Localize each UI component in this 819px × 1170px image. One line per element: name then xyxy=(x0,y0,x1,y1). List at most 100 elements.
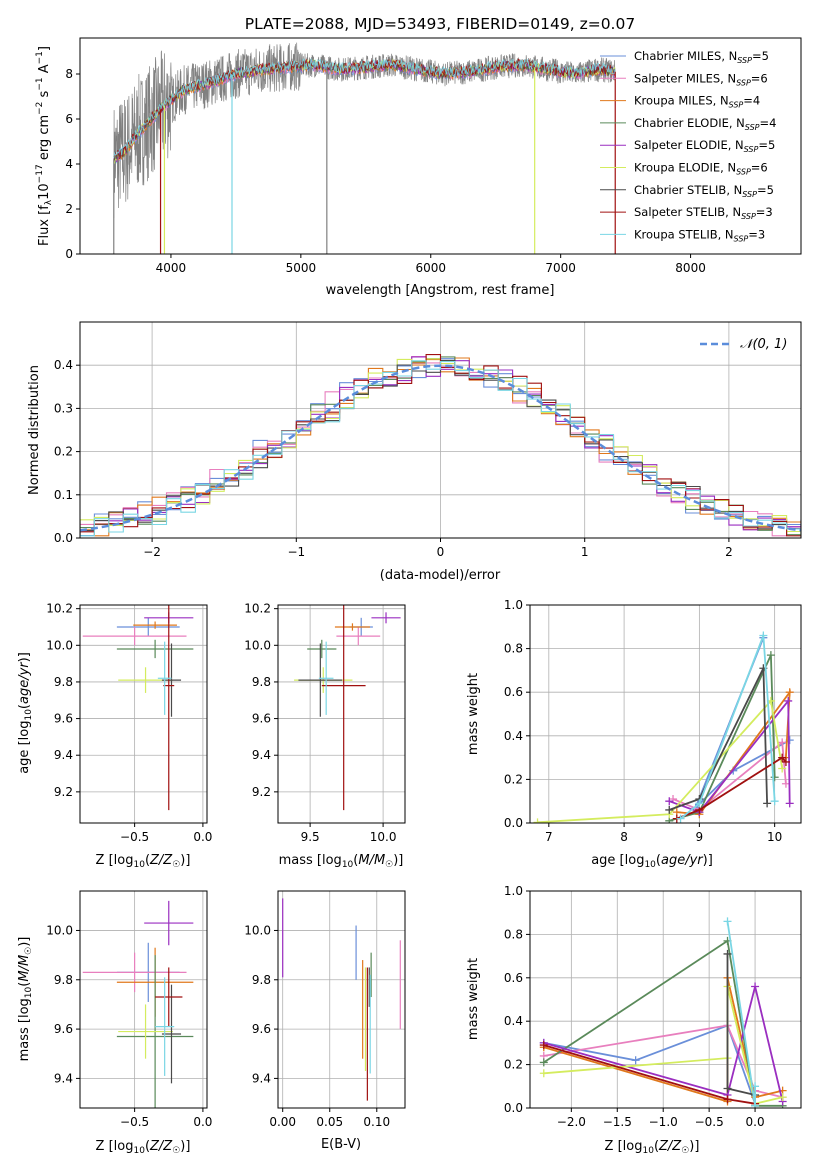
x-tick-label: −0.5 xyxy=(120,830,149,844)
y-tick-label: 0.0 xyxy=(504,816,523,830)
weight-marker xyxy=(763,799,772,808)
y-tick-label: 10.2 xyxy=(46,602,73,616)
x-tick-label: 0.10 xyxy=(363,1115,390,1129)
y-tick-label: 10.0 xyxy=(46,923,73,937)
y-tick-label: 4 xyxy=(65,157,73,171)
legend-subscript: SSP xyxy=(741,212,756,221)
legend-entry: Salpeter ELODIE, NSSP=5 xyxy=(634,138,775,154)
weight-line xyxy=(668,698,791,814)
y-tick-label: 10.2 xyxy=(244,602,271,616)
spectrum-xlabel: wavelength [Angstrom, rest frame] xyxy=(326,283,555,298)
y-tick-label: 0.4 xyxy=(54,358,73,372)
legend-subscript: SSP xyxy=(734,234,749,243)
y-tick-label: 9.6 xyxy=(54,712,73,726)
weight-line xyxy=(543,939,783,1107)
weight-marker xyxy=(665,805,674,814)
x-tick-label: 0.00 xyxy=(269,1115,296,1129)
weight-lines xyxy=(533,631,794,823)
y-tick-label: 9.6 xyxy=(252,1022,271,1036)
y-tick-label: 0.8 xyxy=(504,927,523,941)
model-spectrum-line xyxy=(113,58,616,160)
legend-subscript: SSP xyxy=(745,123,760,132)
x-tick-label: 9.5 xyxy=(301,830,320,844)
y-tick-label: 0.4 xyxy=(504,729,523,743)
weight-line xyxy=(680,635,776,820)
y-tick-label: 0.2 xyxy=(504,772,523,786)
weight-marker xyxy=(785,799,794,808)
weight-line xyxy=(668,667,768,811)
errorbar-group xyxy=(82,900,194,1108)
y-tick-label: 9.8 xyxy=(54,973,73,987)
age-z-ylabel: age [log10(age/yr)] xyxy=(17,652,34,774)
weight-marker xyxy=(751,982,760,991)
spectrum-panel: 4000 5000 6000 7000 8000 0 2 4 6 8 wavelength [An… xyxy=(35,37,802,298)
y-tick-label: 0.8 xyxy=(504,642,523,656)
x-tick-label: 8 xyxy=(620,830,628,844)
weight-marker xyxy=(695,799,704,808)
y-tick-label: 9.4 xyxy=(252,748,271,762)
model-spectrum-line xyxy=(113,60,616,162)
weight-marker xyxy=(778,753,787,762)
legend-subscript: SSP xyxy=(742,190,757,199)
x-tick-label: 0 xyxy=(437,545,445,559)
normal-curve xyxy=(80,364,801,532)
x-tick-label: −1.0 xyxy=(649,1115,678,1129)
weight-vs-age-panel: 7 8 9 10 0.0 0.2 0.4 0.6 0.8 1.0 xyxy=(504,598,802,844)
weight-marker xyxy=(723,1084,732,1093)
spectrum-lines xyxy=(113,42,616,254)
residuals-panel: −2 −1 0 1 2 0.0 0.1 0.2 0.3 0.4 (data-model)/erro… xyxy=(27,321,802,583)
x-tick-label: 2 xyxy=(725,545,733,559)
weight-marker xyxy=(723,1095,732,1104)
weight-marker xyxy=(770,797,779,806)
age-vs-metallicity-panel: −0.5 0.0 9.2 9.4 9.6 9.8 10.0 10.2 xyxy=(46,602,212,844)
residuals-ylabel: Normed distribution xyxy=(27,365,42,495)
weight-marker xyxy=(759,631,768,640)
age-z-xlabel: Z [log10(Z/Z☉)] xyxy=(96,853,191,870)
y-tick-label: 9.6 xyxy=(54,1022,73,1036)
x-tick-label: 0.0 xyxy=(193,830,212,844)
y-tick-label: 0.2 xyxy=(504,1058,523,1072)
spectrum-ylabel: Flux [fλ10−17 erg cm−2 s−1 A−1] xyxy=(35,46,54,246)
legend-entry: Chabrier ELODIE, NSSP=4 xyxy=(634,116,776,132)
y-tick-label: 9.4 xyxy=(252,1071,271,1085)
legend-count: =5 xyxy=(752,49,769,63)
legend-count: =3 xyxy=(756,205,773,219)
x-tick-label: −2.0 xyxy=(557,1115,586,1129)
weight-age-ylabel: mass weight xyxy=(466,673,481,755)
y-tick-label: 9.2 xyxy=(252,785,271,799)
y-tick-label: 9.4 xyxy=(54,1071,73,1085)
weight-marker xyxy=(539,1069,548,1078)
residuals-histograms xyxy=(80,354,801,537)
legend-count: =5 xyxy=(758,138,775,152)
figure-title: PLATE=2088, MJD=53493, FIBERID=0149, z=0… xyxy=(245,15,635,33)
legend-subscript: SSP xyxy=(736,78,751,87)
y-tick-label: 6 xyxy=(65,112,73,126)
x-tick-label: 5000 xyxy=(286,261,317,275)
weight-marker xyxy=(665,797,674,806)
y-tick-label: 10.0 xyxy=(46,638,73,652)
y-tick-label: 2 xyxy=(65,202,73,216)
weight-marker xyxy=(778,764,787,773)
weight-line xyxy=(543,1024,756,1104)
legend-entry: Chabrier STELIB, NSSP=5 xyxy=(634,183,774,199)
weight-marker xyxy=(785,688,794,697)
histogram-clip-group xyxy=(80,354,801,537)
weight-marker xyxy=(766,651,775,660)
mass-vs-metallicity-panel: −0.5 0.0 9.4 9.6 9.8 10.0 xyxy=(46,890,212,1129)
x-tick-label: 4000 xyxy=(156,261,187,275)
normal-legend-label: 𝒩(0, 1) xyxy=(740,337,787,352)
mass-vs-extinction-panel: 0.00 0.05 0.10 9.4 9.6 9.8 10.0 xyxy=(244,890,406,1129)
axes-frame xyxy=(277,890,406,1109)
weight-marker xyxy=(784,696,793,705)
weight-line xyxy=(676,756,787,820)
x-tick-label: 1 xyxy=(581,545,589,559)
axes-frame xyxy=(277,604,406,824)
weight-z-ylabel: mass weight xyxy=(466,958,481,1040)
weight-marker xyxy=(539,1041,548,1050)
spectrum-ticks: 4000 5000 6000 7000 8000 0 2 4 6 8 xyxy=(65,67,705,275)
y-tick-label: 0.1 xyxy=(54,488,73,502)
weight-marker xyxy=(770,773,779,782)
x-tick-label: 0.05 xyxy=(316,1115,343,1129)
weight-marker xyxy=(533,818,542,823)
